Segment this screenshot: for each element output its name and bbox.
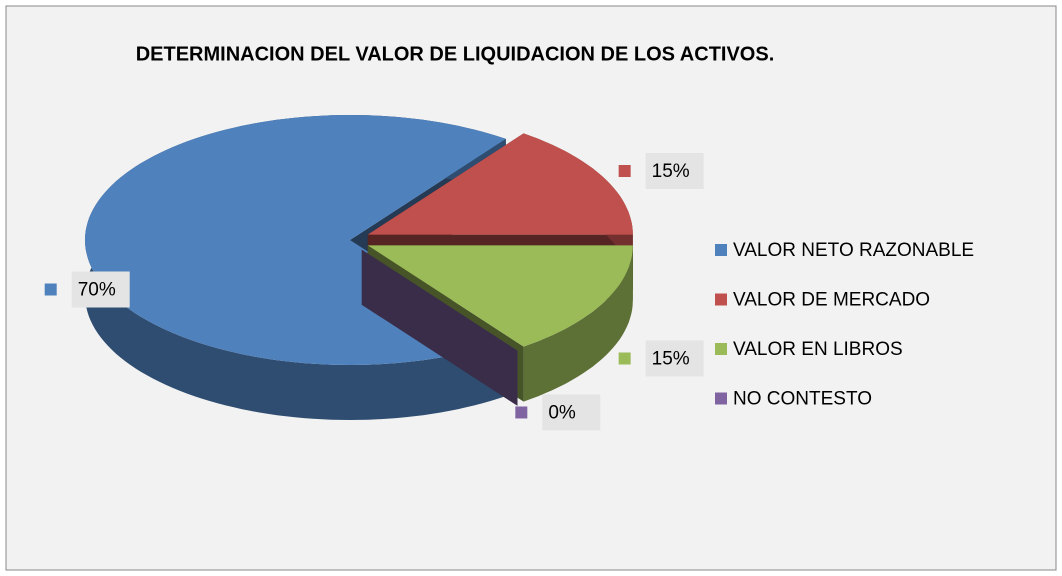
chart-title: DETERMINACION DEL VALOR DE LIQUIDACION D…	[136, 43, 775, 65]
legend-key	[715, 293, 727, 306]
slice	[361, 249, 518, 351]
legend-label: NO CONTESTO	[733, 389, 872, 410]
slice-side	[523, 245, 633, 402]
legend-label: VALOR DE MERCADO	[733, 290, 930, 311]
data-label-key	[44, 283, 57, 296]
legend-key	[715, 392, 727, 405]
data-label-box	[645, 152, 704, 189]
data-label-key	[618, 164, 631, 177]
data-label: 70%	[78, 280, 116, 301]
data-label-box	[645, 340, 704, 377]
legend-label: VALOR EN LIBROS	[733, 339, 903, 360]
legend-key	[715, 343, 727, 355]
slice	[367, 245, 633, 347]
slice-wall	[361, 249, 518, 406]
slice	[367, 133, 633, 235]
data-label-key	[618, 352, 631, 365]
legend-label: VALOR NETO RAZONABLE	[733, 240, 974, 261]
data-label-box	[542, 394, 601, 431]
data-label-box	[71, 271, 130, 308]
data-label: 15%	[652, 161, 690, 182]
data-label: 0%	[548, 402, 576, 423]
data-label: 15%	[652, 349, 690, 370]
legend-key	[715, 244, 727, 256]
data-label-key	[515, 406, 528, 419]
